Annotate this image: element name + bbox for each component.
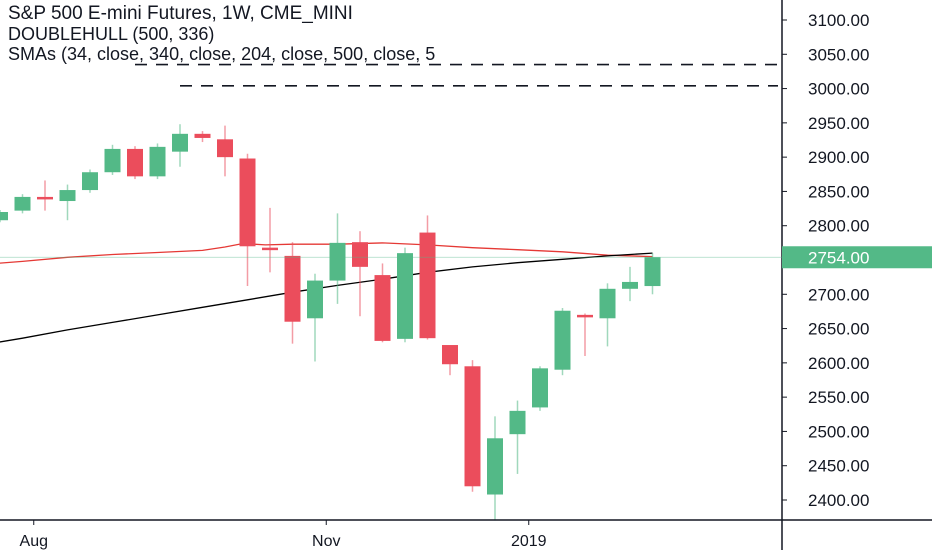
candle — [14, 194, 31, 214]
y-tick-label: 2900.00 — [808, 148, 869, 167]
candle-body — [59, 190, 76, 202]
candle-body — [374, 275, 391, 341]
candle-body — [194, 133, 211, 138]
candle — [149, 143, 166, 180]
candle — [172, 124, 188, 167]
dashed-levels — [135, 63, 778, 87]
candle-body — [464, 366, 481, 487]
candle-body — [172, 133, 188, 152]
candle-body — [239, 158, 256, 247]
candle — [532, 366, 548, 411]
candle — [509, 400, 526, 474]
candle — [442, 345, 458, 376]
candle — [104, 144, 121, 175]
candle-body — [37, 196, 53, 200]
candle-body — [352, 242, 368, 267]
candle — [577, 313, 593, 356]
indicator-doublehull: DOUBLEHULL (500, 336) — [8, 24, 215, 44]
candle — [82, 169, 98, 193]
candle-body — [622, 281, 638, 289]
candle — [599, 283, 616, 347]
chart-title: S&P 500 E-mini Futures, 1W, CME_MINI — [8, 3, 353, 24]
red-sma-line — [0, 242, 653, 264]
candle — [419, 215, 436, 340]
candle-body — [127, 148, 143, 177]
candle — [622, 266, 638, 302]
y-tick-label: 3050.00 — [808, 45, 869, 64]
candle — [0, 209, 8, 223]
candle — [644, 253, 661, 295]
candle-body — [284, 255, 301, 322]
candle — [284, 242, 301, 344]
candle-body — [14, 196, 31, 211]
y-tick-label: 2650.00 — [808, 320, 869, 339]
candle-body — [149, 146, 166, 177]
candle-body — [104, 148, 121, 173]
candle — [329, 213, 346, 304]
last-price-badge — [782, 246, 932, 269]
candle — [487, 416, 503, 521]
candle — [59, 184, 76, 221]
y-tick-label: 2550.00 — [808, 388, 869, 407]
candle — [352, 231, 368, 317]
candle-body — [599, 288, 616, 319]
indicator-smas: SMAs (34, close, 340, close, 204, close,… — [8, 44, 436, 64]
last-price-label: 2754.00 — [808, 248, 869, 267]
x-tick-label: 2019 — [511, 533, 547, 550]
y-tick-label: 2700.00 — [808, 285, 869, 304]
y-tick-label: 2850.00 — [808, 182, 869, 201]
candle — [194, 131, 211, 143]
candle-body — [577, 314, 593, 318]
x-tick-label: Aug — [20, 533, 48, 550]
candle-body — [554, 310, 571, 370]
candle — [554, 308, 571, 376]
y-tick-label: 2800.00 — [808, 217, 869, 236]
candle — [37, 180, 53, 211]
x-tick-label: Nov — [312, 533, 340, 550]
y-tick-label: 2450.00 — [808, 457, 869, 476]
candle-body — [532, 368, 548, 408]
candle — [262, 207, 278, 273]
y-tick-label: 3100.00 — [808, 11, 869, 30]
candlestick-series — [0, 124, 661, 521]
candle-body — [487, 438, 503, 495]
candle-body — [262, 247, 278, 251]
candle-body — [0, 212, 8, 221]
candle-body — [419, 232, 436, 339]
chart-legend: S&P 500 E-mini Futures, 1W, CME_MINI DOU… — [8, 3, 436, 65]
y-tick-label: 3000.00 — [808, 80, 869, 99]
candle-body — [82, 172, 98, 191]
candle-body — [397, 253, 413, 339]
candle-body — [509, 410, 526, 435]
candle-body — [644, 257, 661, 287]
candle-body — [217, 139, 233, 158]
candle — [464, 360, 481, 492]
y-tick-label: 2600.00 — [808, 354, 869, 373]
candle-body — [307, 280, 323, 319]
y-tick-label: 2400.00 — [808, 491, 869, 510]
candle — [307, 273, 323, 362]
candle — [374, 263, 391, 343]
candle — [397, 247, 413, 343]
candle — [239, 153, 256, 287]
y-tick-label: 2500.00 — [808, 422, 869, 441]
candle — [127, 146, 143, 180]
candle-body — [442, 345, 458, 365]
candle — [217, 125, 233, 177]
y-tick-label: 2950.00 — [808, 114, 869, 133]
candle-body — [329, 242, 346, 281]
